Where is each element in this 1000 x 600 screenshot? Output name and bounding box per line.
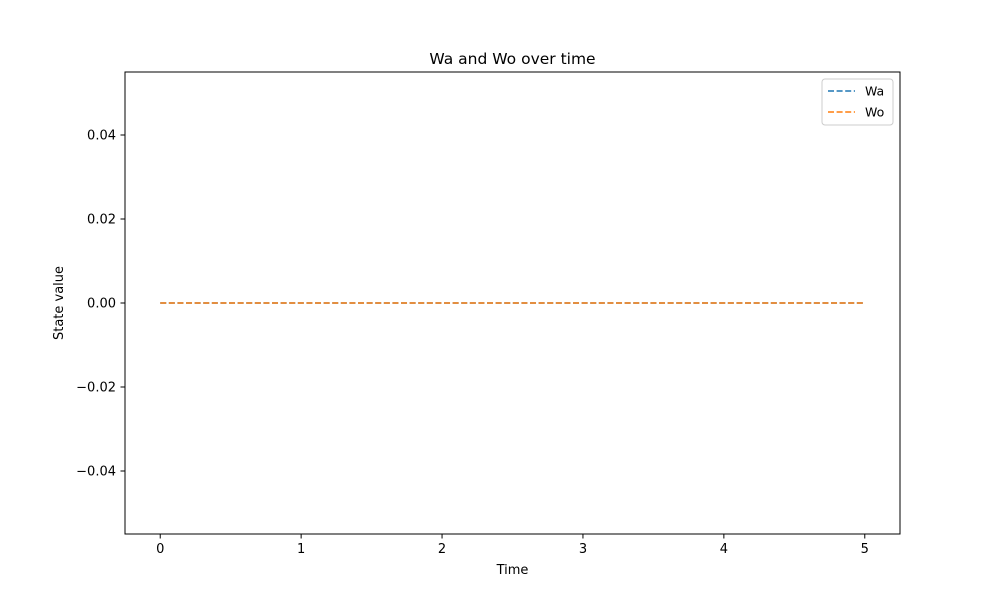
legend-label-wa: Wa — [865, 84, 884, 99]
x-axis-ticks: 0 1 2 3 4 5 — [156, 534, 869, 557]
y-tick-label: 0.04 — [87, 129, 116, 144]
x-tick-label: 5 — [861, 542, 869, 557]
x-tick-label: 1 — [297, 542, 305, 557]
y-axis-ticks: −0.04 −0.02 0.00 0.02 0.04 — [76, 129, 125, 480]
legend: Wa Wo — [821, 78, 894, 126]
y-tick-label: −0.04 — [76, 465, 116, 480]
legend-label-wo: Wo — [865, 105, 884, 120]
x-tick-label: 0 — [156, 542, 164, 557]
x-tick-label: 4 — [720, 542, 728, 557]
y-tick-label: 0.00 — [87, 297, 116, 312]
y-tick-label: −0.02 — [76, 381, 116, 396]
x-tick-label: 3 — [579, 542, 587, 557]
x-tick-label: 2 — [438, 542, 446, 557]
y-axis-title: State value — [52, 266, 67, 340]
chart-title: Wa and Wo over time — [429, 50, 595, 68]
y-tick-label: 0.02 — [87, 213, 116, 228]
x-axis-title: Time — [496, 563, 529, 578]
